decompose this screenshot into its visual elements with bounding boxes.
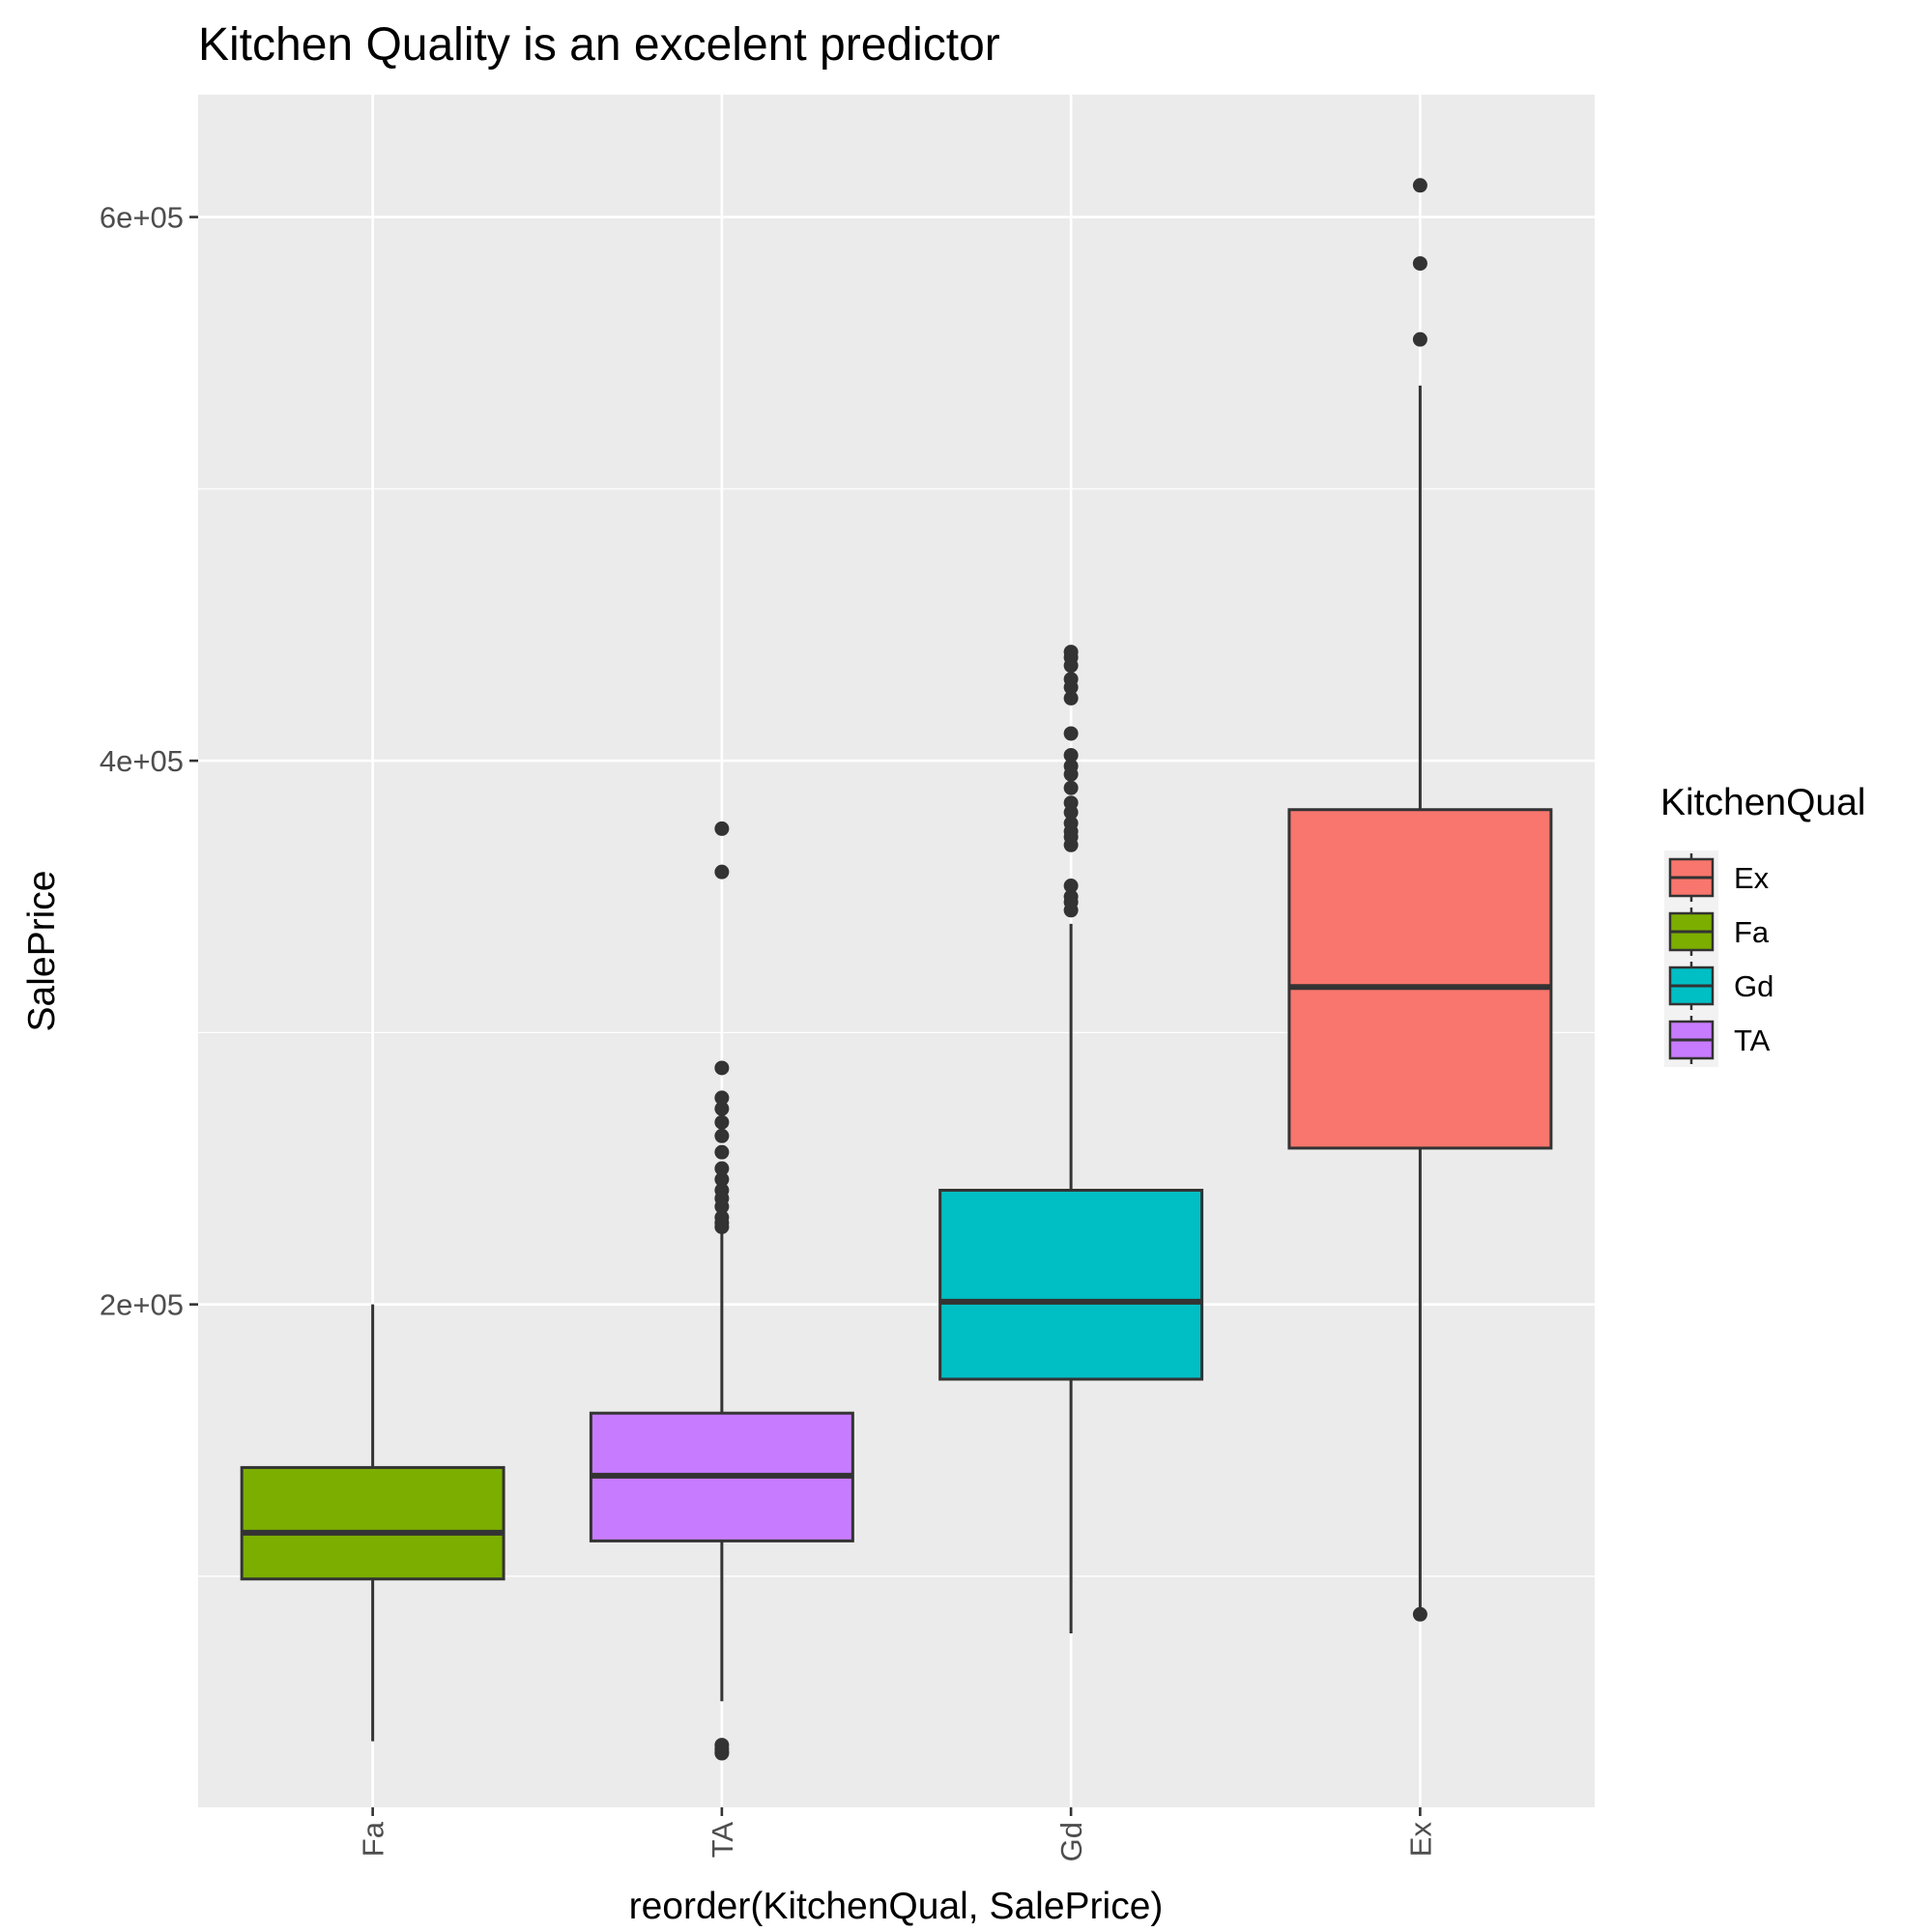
- x-tick-label: Gd: [1054, 1822, 1088, 1861]
- outlier-point: [714, 1114, 730, 1130]
- outlier-point: [1063, 780, 1079, 795]
- y-tick-label: 2e+05: [100, 1288, 184, 1322]
- outlier-point: [1063, 795, 1079, 811]
- box-Ex: [1287, 178, 1553, 1622]
- x-tick-label: Ex: [1403, 1822, 1437, 1858]
- boxplots: [240, 178, 1553, 1761]
- outlier-point: [714, 821, 730, 836]
- outlier-point: [1063, 816, 1079, 831]
- chart-title: Kitchen Quality is an excelent predictor: [198, 19, 1000, 71]
- outlier-point: [1063, 878, 1079, 893]
- iqr-box: [938, 1189, 1204, 1381]
- legend-label: Fa: [1734, 915, 1770, 949]
- legend-entry-Fa: Fa: [1668, 908, 1770, 956]
- outlier-point: [714, 1198, 730, 1214]
- x-tick-label: TA: [706, 1822, 739, 1859]
- legend-entry-Gd: Gd: [1668, 962, 1773, 1010]
- outlier-point: [714, 1219, 730, 1234]
- outlier-point: [714, 1738, 730, 1753]
- outlier-point: [1412, 1606, 1427, 1622]
- outlier-point: [714, 1060, 730, 1076]
- box-Gd: [938, 645, 1204, 1633]
- box-Fa: [240, 1304, 505, 1742]
- outlier-point: [714, 1144, 730, 1160]
- y-axis-title: SalePrice: [21, 871, 63, 1032]
- outlier-point: [1063, 690, 1079, 706]
- legend-label: Gd: [1734, 969, 1773, 1003]
- outlier-point: [1063, 889, 1079, 905]
- outlier-point: [714, 1101, 730, 1116]
- outlier-point: [714, 864, 730, 879]
- legend: KitchenQual Ex Fa Gd TA: [1660, 782, 1865, 1067]
- outlier-point: [1063, 645, 1079, 660]
- outlier-point: [1412, 332, 1427, 347]
- legend-label: Ex: [1734, 861, 1770, 895]
- outlier-point: [714, 1128, 730, 1143]
- axes: 2e+05 4e+05 6e+05 Fa TA Gd Ex: [100, 201, 1437, 1862]
- legend-entry-TA: TA: [1668, 1016, 1771, 1064]
- outlier-point: [714, 1161, 730, 1176]
- outlier-point: [1063, 747, 1079, 763]
- outlier-point: [1063, 726, 1079, 741]
- iqr-box: [1287, 808, 1553, 1150]
- y-tick-label: 4e+05: [100, 744, 184, 778]
- outlier-point: [714, 1171, 730, 1187]
- y-tick-label: 6e+05: [100, 201, 184, 235]
- x-tick-label: Fa: [357, 1821, 390, 1857]
- legend-entry-Ex: Ex: [1668, 853, 1770, 902]
- outlier-point: [1063, 759, 1079, 774]
- outlier-point: [714, 1090, 730, 1106]
- iqr-box: [240, 1465, 505, 1581]
- outlier-point: [1412, 256, 1427, 272]
- legend-title: KitchenQual: [1660, 782, 1865, 823]
- x-axis-title: reorder(KitchenQual, SalePrice): [629, 1886, 1164, 1927]
- outlier-point: [1412, 178, 1427, 193]
- box-TA: [589, 821, 854, 1761]
- outlier-point: [1063, 672, 1079, 687]
- legend-label: TA: [1734, 1024, 1771, 1057]
